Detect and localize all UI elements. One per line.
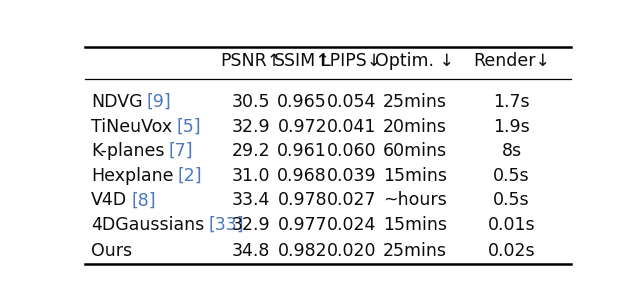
- Text: PSNR↑: PSNR↑: [221, 52, 282, 70]
- Text: Hexplane: Hexplane: [91, 167, 173, 185]
- Text: 8s: 8s: [502, 142, 522, 160]
- Text: [9]: [9]: [147, 93, 172, 111]
- Text: LPIPS↓: LPIPS↓: [321, 52, 382, 70]
- Text: 60mins: 60mins: [383, 142, 447, 160]
- Text: 0.978: 0.978: [277, 191, 327, 209]
- Text: 0.039: 0.039: [326, 167, 376, 185]
- Text: 25mins: 25mins: [383, 242, 447, 260]
- Text: 0.965: 0.965: [277, 93, 327, 111]
- Text: TiNeuVox: TiNeuVox: [91, 118, 172, 136]
- Text: V4D: V4D: [91, 191, 127, 209]
- Text: Render↓: Render↓: [473, 52, 550, 70]
- Text: 0.060: 0.060: [326, 142, 376, 160]
- Text: 0.01s: 0.01s: [488, 216, 535, 234]
- Text: 0.968: 0.968: [277, 167, 327, 185]
- Text: 32.9: 32.9: [232, 118, 271, 136]
- Text: 0.982: 0.982: [277, 242, 327, 260]
- Text: [8]: [8]: [131, 191, 156, 209]
- Text: 0.977: 0.977: [277, 216, 327, 234]
- Text: 32.9: 32.9: [232, 216, 271, 234]
- Text: 0.02s: 0.02s: [488, 242, 535, 260]
- Text: 0.5s: 0.5s: [493, 167, 530, 185]
- Text: 1.7s: 1.7s: [493, 93, 530, 111]
- Text: SSIM↑: SSIM↑: [274, 52, 331, 70]
- Text: 0.5s: 0.5s: [493, 191, 530, 209]
- Text: 15mins: 15mins: [383, 167, 447, 185]
- Text: ~hours: ~hours: [383, 191, 447, 209]
- Text: [5]: [5]: [176, 118, 201, 136]
- Text: 34.8: 34.8: [232, 242, 270, 260]
- Text: 0.972: 0.972: [277, 118, 327, 136]
- Text: [2]: [2]: [177, 167, 202, 185]
- Text: 30.5: 30.5: [232, 93, 270, 111]
- Text: 31.0: 31.0: [232, 167, 270, 185]
- Text: 0.027: 0.027: [326, 191, 376, 209]
- Text: NDVG: NDVG: [91, 93, 143, 111]
- Text: 4DGaussians: 4DGaussians: [91, 216, 204, 234]
- Text: K-planes: K-planes: [91, 142, 164, 160]
- Text: 29.2: 29.2: [232, 142, 271, 160]
- Text: 0.054: 0.054: [326, 93, 376, 111]
- Text: 0.020: 0.020: [326, 242, 376, 260]
- Text: 25mins: 25mins: [383, 93, 447, 111]
- Text: 0.961: 0.961: [277, 142, 327, 160]
- Text: [7]: [7]: [168, 142, 193, 160]
- Text: [33]: [33]: [208, 216, 244, 234]
- Text: 0.041: 0.041: [326, 118, 376, 136]
- Text: 15mins: 15mins: [383, 216, 447, 234]
- Text: 1.9s: 1.9s: [493, 118, 530, 136]
- Text: Ours: Ours: [91, 242, 132, 260]
- Text: Optim. ↓: Optim. ↓: [375, 52, 454, 70]
- Text: 33.4: 33.4: [232, 191, 270, 209]
- Text: 20mins: 20mins: [383, 118, 447, 136]
- Text: 0.024: 0.024: [326, 216, 376, 234]
